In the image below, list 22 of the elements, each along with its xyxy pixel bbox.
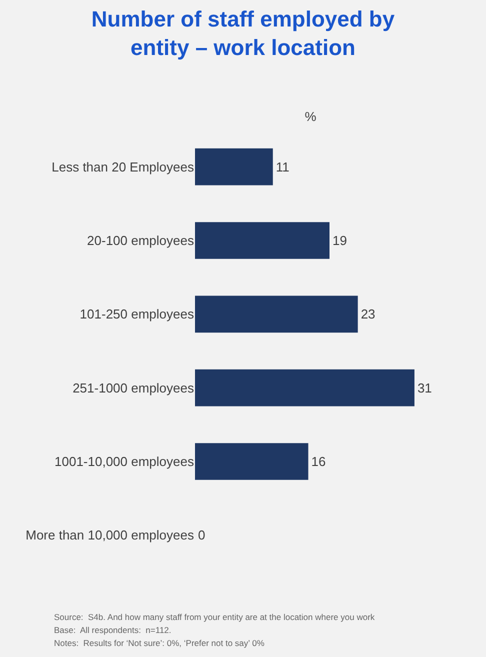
- y-tick-label: 20-100 employees: [87, 233, 194, 248]
- bar: [195, 148, 273, 186]
- data-label: 31: [417, 380, 432, 396]
- y-tick-label: 1001-10,000 employees: [54, 454, 194, 470]
- bar: [195, 222, 330, 259]
- y-tick-label: More than 10,000 employees: [26, 528, 194, 543]
- data-label: 19: [332, 233, 347, 248]
- bar: [195, 296, 358, 333]
- chart-title: Number of staff employed by entity – work location: [91, 6, 396, 60]
- bar: [195, 369, 414, 406]
- y-tick-label: 101-250 employees: [80, 306, 194, 322]
- y-tick-label: Less than 20 Employees: [52, 159, 194, 174]
- data-label: 0: [198, 528, 206, 543]
- data-label: 16: [311, 454, 326, 469]
- text: Notes: Results for ‘Not sure’: 0%, ‘Prefer not to say’ 0%: [54, 638, 265, 648]
- data-label: 23: [360, 306, 376, 322]
- source-note: Source: S4b. And how many staff from your entity are at the location where you work: [54, 612, 376, 622]
- bar: [195, 443, 308, 480]
- x-axis-title: %: [304, 108, 317, 124]
- y-tick-label: 251-1000 employees: [72, 380, 194, 396]
- data-label: 11: [276, 159, 290, 174]
- text: Base: All respondents: n=112.: [54, 625, 172, 635]
